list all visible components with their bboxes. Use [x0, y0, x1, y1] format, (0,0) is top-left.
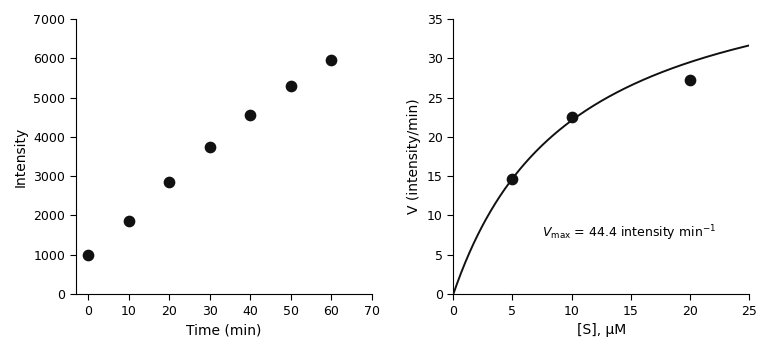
Point: [123, 219, 135, 224]
X-axis label: [S], μM: [S], μM: [577, 323, 626, 337]
Point: [325, 57, 338, 63]
Point: [163, 179, 175, 185]
Point: [82, 252, 94, 258]
Point: [565, 114, 577, 120]
Point: [507, 176, 519, 181]
Point: [284, 83, 297, 88]
Y-axis label: Intensity: Intensity: [14, 126, 28, 187]
Point: [244, 112, 256, 118]
X-axis label: Time (min): Time (min): [186, 323, 261, 337]
Point: [684, 78, 696, 83]
Point: [204, 144, 216, 150]
Y-axis label: V (intensity/min): V (intensity/min): [408, 99, 422, 214]
Text: $\mathit{V}_\mathrm{max}$ = 44.4 intensity min$^{-1}$: $\mathit{V}_\mathrm{max}$ = 44.4 intensi…: [542, 224, 716, 243]
